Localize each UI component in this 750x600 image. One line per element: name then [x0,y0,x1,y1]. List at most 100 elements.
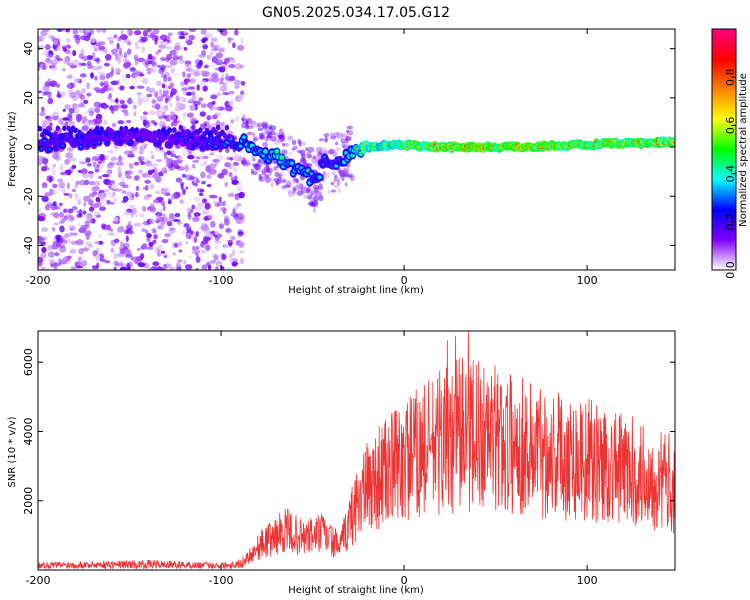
heatmap-cell [112,48,119,53]
snr-series-line [38,331,675,570]
heatmap-cell [65,44,71,49]
heatmap-cell [225,228,233,234]
heatmap-cell [195,206,203,212]
heatmap-cell [98,45,106,51]
heatmap-cell [97,162,105,170]
heatmap-cell [170,153,177,158]
heatmap-cell [162,106,169,112]
heatmap-cell [157,95,164,102]
heatmap-cell [97,71,106,76]
heatmap-cell [114,188,122,192]
heatmap-cell [228,234,233,239]
heatmap-cell [233,167,238,173]
heatmap-cell [110,248,115,253]
heatmap-cell [258,176,266,183]
heatmap-cell [119,266,128,270]
heatmap-cell [110,228,114,232]
heatmap-cell [203,121,207,127]
heatmap-cell [305,147,309,152]
heatmap-cell [161,167,167,174]
heatmap-cell [337,187,342,194]
heatmap-y-tick-label: 20 [22,91,35,105]
heatmap-cell [103,80,109,88]
heatmap-cell [121,190,127,194]
colorbar-tick-label: 0.2 [724,213,737,231]
heatmap-cell [81,125,89,132]
heatmap-cell [38,155,44,161]
heatmap-cell [75,113,83,121]
heatmap-cell [40,166,48,172]
heatmap-cell [169,102,173,108]
heatmap-cell [216,57,224,63]
heatmap-cell [231,249,236,256]
heatmap-cell [138,148,144,155]
heatmap-cell [198,97,204,102]
heatmap-cell [169,111,176,116]
heatmap-cell [167,198,172,203]
heatmap-cell [79,73,87,78]
heatmap-cell [153,228,157,234]
heatmap-cell [218,233,223,238]
heatmap-cell [44,192,52,197]
heatmap-cell [106,36,115,41]
heatmap-marks [38,29,675,270]
heatmap-cell [269,136,277,142]
heatmap-cell [159,146,164,151]
heatmap-cell [225,227,231,233]
heatmap-cell [70,266,77,270]
heatmap-cell [101,223,107,229]
heatmap-cell [238,94,244,101]
heatmap-cell [164,192,171,197]
heatmap-cell [242,136,246,139]
heatmap-cell [63,192,70,196]
heatmap-cell [145,185,149,191]
heatmap-cell [46,60,51,64]
heatmap-cell [41,267,46,270]
heatmap-cell [55,252,60,257]
heatmap-cell [147,87,156,93]
heatmap-cell [140,161,146,165]
heatmap-cell [210,48,219,52]
heatmap-cell [182,188,186,195]
heatmap-cell [121,130,126,137]
heatmap-cell [162,205,166,212]
heatmap-cell [82,210,87,215]
heatmap-cell [169,92,174,98]
heatmap-cell [672,141,675,144]
heatmap-cell [203,64,209,69]
heatmap-cell [214,67,222,71]
heatmap-cell [92,52,96,58]
heatmap-cell [40,35,45,39]
heatmap-cell [179,96,184,102]
heatmap-cell [66,146,74,152]
heatmap-cell [167,32,173,36]
heatmap-cell [146,233,152,239]
heatmap-cell [106,170,111,175]
heatmap-cell [78,62,83,67]
heatmap-cell [188,29,197,32]
heatmap-cell [135,213,139,218]
heatmap-cell [40,252,47,259]
heatmap-cell [145,246,154,250]
heatmap-cell [170,67,176,74]
heatmap-cell [209,137,213,140]
heatmap-cell [47,97,54,105]
heatmap-cell [119,99,125,105]
heatmap-cell [123,229,129,235]
heatmap-cell [144,179,151,184]
heatmap-cell [103,104,107,110]
heatmap-cell [115,161,124,166]
heatmap-cell [222,92,230,96]
heatmap-cell [117,166,122,173]
heatmap-x-axis-label: Height of straight line (km) [288,285,424,296]
heatmap-cell [118,155,122,162]
heatmap-cell [247,117,251,121]
heatmap-x-tick-label: 100 [577,274,598,287]
heatmap-cell [69,82,73,89]
heatmap-cell [163,41,168,47]
heatmap-cell [342,172,347,178]
heatmap-cell [83,195,91,202]
heatmap-cell [189,68,197,76]
heatmap-cell [54,206,61,210]
heatmap-cell [177,241,183,247]
